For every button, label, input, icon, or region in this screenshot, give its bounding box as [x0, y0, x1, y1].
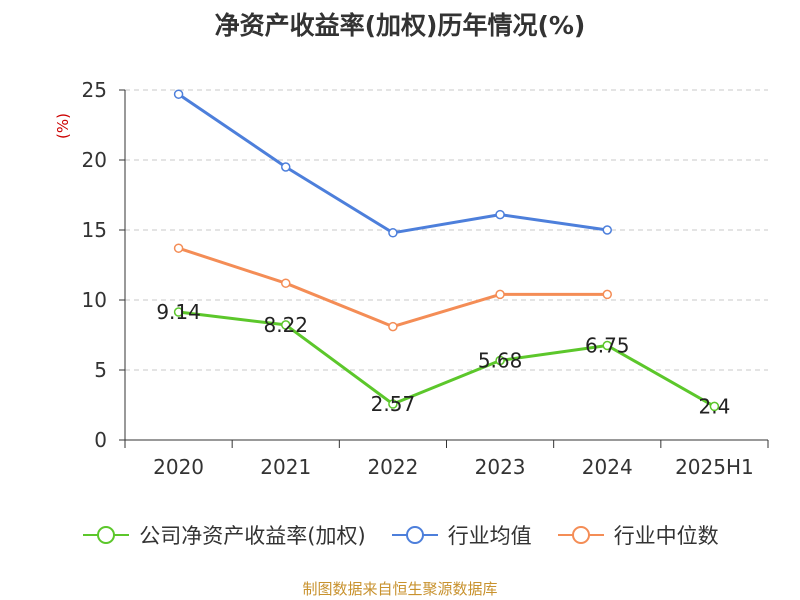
x-tick-label: 2025H1: [675, 455, 754, 479]
data-point: [173, 307, 184, 317]
legend-item[interactable]: 公司净资产收益率(加权): [81, 520, 366, 550]
x-tick-label: 2021: [260, 455, 311, 479]
legend-item[interactable]: 行业中位数: [556, 520, 719, 550]
series-line: [178, 310, 716, 408]
legend-label: 行业均值: [447, 524, 532, 548]
data-point: [602, 340, 612, 351]
data-point: [173, 89, 184, 99]
legend-marker-icon: [557, 526, 604, 544]
y-tick-label: 0: [94, 428, 107, 452]
data-label: 6.75: [585, 334, 630, 358]
data-point: [281, 162, 291, 172]
data-point: [388, 228, 398, 238]
x-tick-label: 2022: [367, 455, 418, 479]
data-point: [709, 401, 720, 412]
data-label: 2.57: [371, 392, 416, 416]
chart-title: 净资产收益率(加权)历年情况(%): [214, 11, 586, 40]
data-point: [281, 278, 291, 288]
legend-label: 公司净资产收益率(加权): [139, 524, 366, 548]
legend-item[interactable]: 行业均值: [390, 520, 532, 550]
data-point: [388, 321, 398, 332]
data-label: 8.22: [263, 313, 308, 337]
y-tick-label: 20: [82, 148, 107, 172]
data-point: [388, 399, 398, 409]
data-point: [495, 209, 505, 220]
data-point: [495, 355, 505, 366]
data-point: [173, 243, 184, 253]
series-line: [178, 246, 608, 329]
data-label: 2.4: [699, 394, 731, 418]
legend-marker-icon: [391, 526, 438, 544]
y-axis-label: (%): [54, 113, 72, 139]
x-tick-label: 2020: [153, 455, 204, 479]
y-tick-label: 5: [94, 358, 107, 382]
chart-legend: 公司净资产收益率(加权) 行业均值 行业中位数: [0, 520, 800, 550]
data-point: [602, 289, 612, 300]
y-tick-label: 25: [82, 78, 107, 102]
data-label: 9.14: [156, 300, 201, 324]
data-point: [602, 225, 612, 235]
legend-label: 行业中位数: [613, 524, 719, 548]
data-source-note: 制图数据来自恒生聚源数据库: [302, 580, 498, 598]
data-point: [281, 320, 291, 330]
x-tick-label: 2023: [475, 455, 526, 479]
x-tick-label: 2024: [582, 455, 633, 479]
legend-marker-icon: [83, 526, 130, 544]
data-point: [495, 289, 505, 300]
series-line: [177, 92, 608, 235]
y-tick-label: 15: [82, 218, 107, 242]
y-tick-label: 10: [82, 288, 107, 312]
data-label: 5.68: [478, 348, 523, 372]
